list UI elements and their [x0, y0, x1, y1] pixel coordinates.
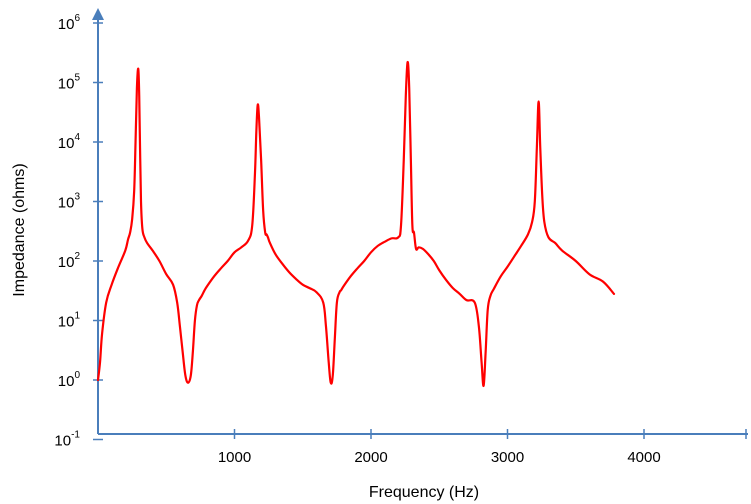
y-tick-label: 101 [58, 311, 81, 331]
x-tick-label: 2000 [354, 449, 387, 466]
y-axis: 10-1 100 101 102 103 104 105 106 [54, 8, 104, 450]
y-axis-title: Impedance (ohms) [11, 163, 28, 296]
y-tick-label: 103 [58, 192, 81, 212]
y-tick-label: 106 [58, 13, 81, 33]
x-tick-label: 1000 [218, 449, 251, 466]
impedance-series-line [96, 61, 616, 387]
y-tick-label: 104 [58, 132, 81, 152]
x-axis-title: Frequency (Hz) [369, 484, 479, 501]
series-group [96, 61, 616, 387]
y-tick-label: 105 [58, 73, 81, 93]
x-tick-label: 3000 [491, 449, 524, 466]
y-tick-label: 10-1 [54, 430, 80, 450]
y-tick-label: 102 [58, 251, 81, 271]
y-axis-arrow [92, 8, 104, 20]
y-tick-label: 100 [58, 370, 81, 390]
x-tick-label: 4000 [627, 449, 660, 466]
x-axis: 1000 2000 3000 4000 [98, 429, 748, 466]
